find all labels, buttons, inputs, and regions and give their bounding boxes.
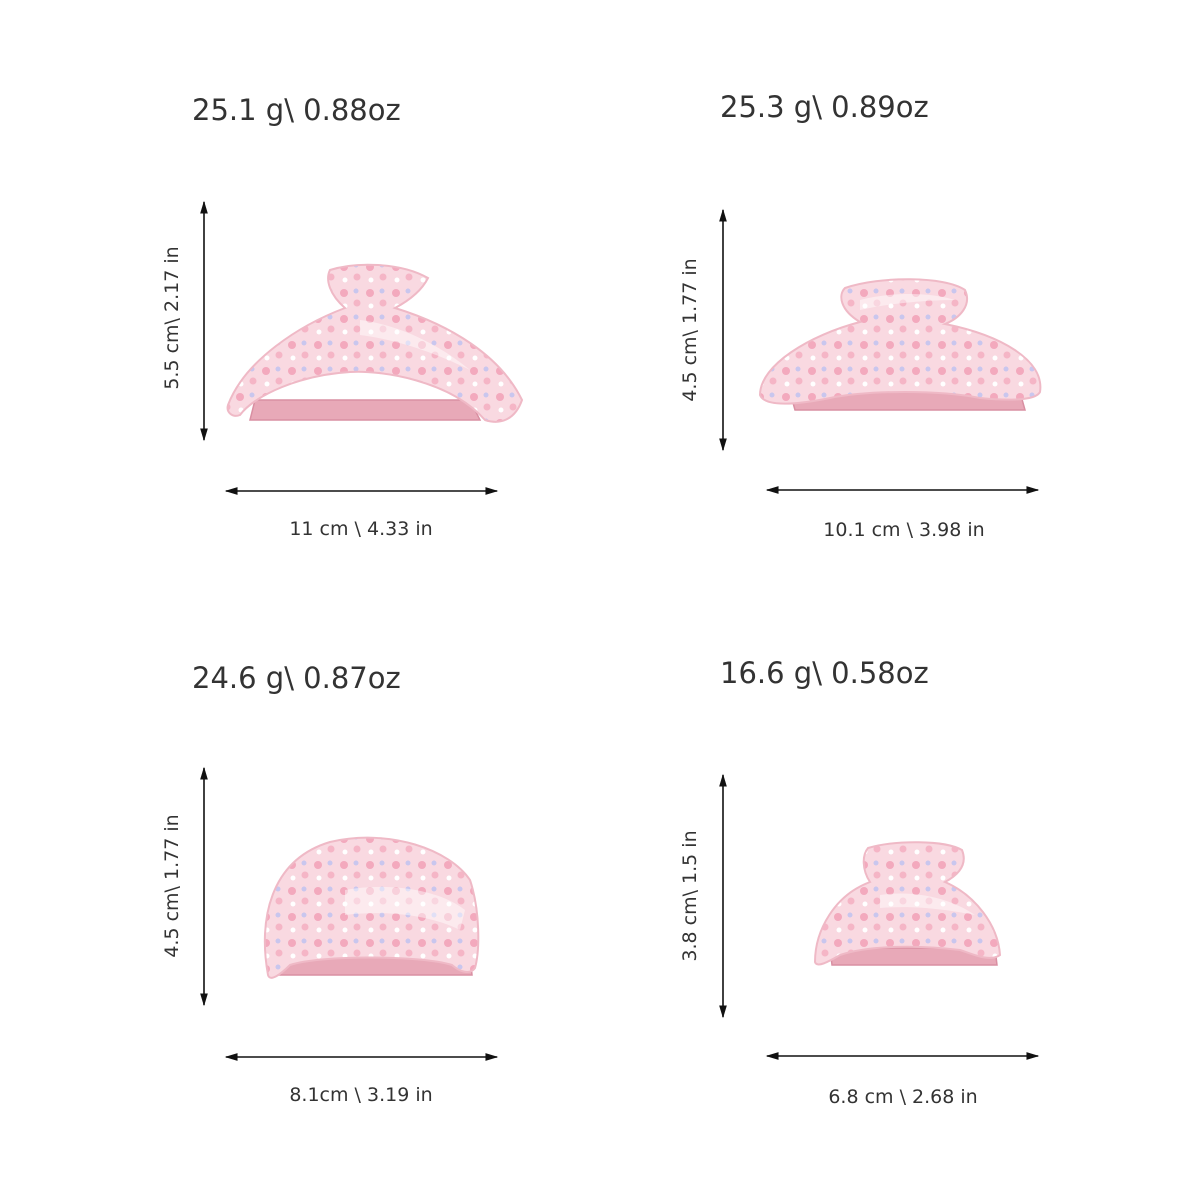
- item: 16.6 g\ 0.58oz 3.8 cm\ 1.5 in 6.8 cm \ 2…: [679, 656, 1040, 1108]
- height: 5.5 cm\ 2.17 in: [161, 246, 183, 389]
- height: 3.8 cm\ 1.5 in: [679, 830, 701, 961]
- item: 24.6 g\ 0.87oz 4.5 cm\ 1.77 in 8.1cm \ 3…: [161, 661, 499, 1106]
- claw: [263, 836, 480, 979]
- width: 11 cm \ 4.33 in: [289, 518, 432, 540]
- claw-teeth: [249, 399, 482, 421]
- weight: 25.3 g\ 0.89oz: [720, 90, 929, 124]
- weight: 16.6 g\ 0.58oz: [720, 656, 929, 690]
- item: 25.3 g\ 0.89oz 4.5 cm\ 1.77 in 10.1 cm \…: [679, 90, 1042, 541]
- shine: [345, 886, 465, 930]
- width: 10.1 cm \ 3.98 in: [823, 519, 984, 541]
- claw: [813, 841, 1002, 966]
- height: 4.5 cm\ 1.77 in: [161, 814, 183, 957]
- width: 8.1cm \ 3.19 in: [289, 1084, 432, 1106]
- claw: [758, 278, 1042, 405]
- weight: 25.1 g\ 0.88oz: [192, 93, 401, 127]
- height: 4.5 cm\ 1.77 in: [679, 258, 701, 401]
- width: 6.8 cm \ 2.68 in: [828, 1086, 977, 1108]
- shine: [860, 294, 955, 310]
- shine: [360, 320, 470, 370]
- claw: [226, 263, 524, 423]
- weight: 24.6 g\ 0.87oz: [192, 661, 401, 695]
- item: 25.1 g\ 0.88oz 5.5 cm\ 2.17 in 11 cm \ 4…: [161, 93, 524, 540]
- shine: [880, 893, 975, 915]
